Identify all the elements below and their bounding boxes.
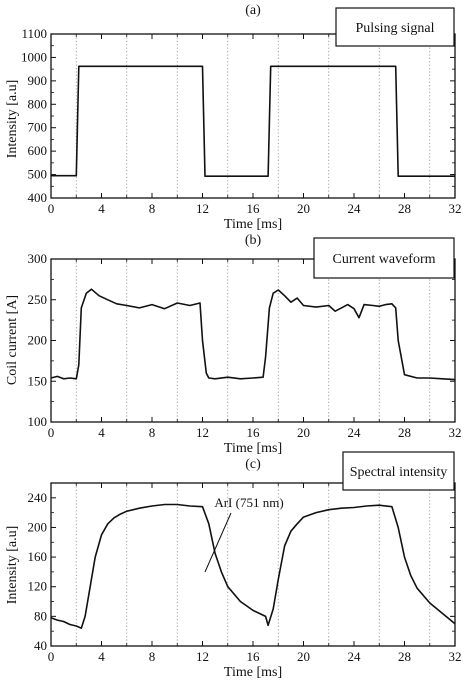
x-tick-label: 28 bbox=[398, 425, 411, 440]
x-tick-label: 32 bbox=[449, 201, 462, 216]
y-tick-label: 250 bbox=[28, 292, 48, 307]
legend-title: Current waveform bbox=[332, 252, 435, 267]
x-tick-label: 0 bbox=[48, 201, 55, 216]
y-tick-label: 100 bbox=[28, 414, 48, 429]
y-tick-label: 120 bbox=[28, 579, 48, 594]
legend-title: Pulsing signal bbox=[356, 21, 435, 36]
chart-panel-b: (b) 0 4 8 12 16 20 24 28 32 100 150 200 250 300 Time [m… bbox=[5, 233, 462, 456]
y-axis-label: Coil current [A] bbox=[5, 295, 20, 385]
x-tick-label: 20 bbox=[297, 649, 310, 664]
y-tick-label: 40 bbox=[34, 638, 47, 653]
x-tick-label: 32 bbox=[449, 649, 462, 664]
x-tick-label: 16 bbox=[247, 425, 261, 440]
plot-frame bbox=[50, 33, 456, 199]
y-tick-label: 160 bbox=[28, 549, 48, 564]
series-line bbox=[50, 288, 456, 381]
x-tick-label: 4 bbox=[98, 201, 105, 216]
y-tick-label: 1100 bbox=[21, 26, 47, 41]
y-tick-label: 700 bbox=[28, 120, 48, 135]
x-tick-label: 0 bbox=[48, 425, 55, 440]
y-tick-label: 400 bbox=[28, 190, 48, 205]
x-tick-label: 8 bbox=[149, 425, 156, 440]
x-tick-label: 24 bbox=[348, 649, 362, 664]
x-tick-label: 12 bbox=[196, 201, 209, 216]
panel-label: (c) bbox=[245, 457, 261, 472]
chart-panel-c: (c) 0 4 8 12 16 20 24 28 32 40 80 120 160 200 240 Time [… bbox=[5, 451, 462, 680]
y-tick-label: 600 bbox=[28, 143, 48, 158]
x-axis-label: Time [ms] bbox=[224, 665, 282, 680]
x-axis-label: Time [ms] bbox=[224, 441, 282, 456]
x-tick-label: 16 bbox=[247, 649, 261, 664]
legend-box bbox=[313, 237, 455, 279]
series-line bbox=[51, 65, 455, 177]
y-tick-label: 150 bbox=[28, 373, 48, 388]
x-tick-label: 8 bbox=[149, 649, 156, 664]
chart-panel-a: (a) 0 4 8 12 16 20 24 28 32 400 500 600 700 800 900 1000… bbox=[5, 3, 462, 232]
x-tick-label: 32 bbox=[449, 425, 462, 440]
legend-box bbox=[335, 7, 455, 47]
x-tick-label: 24 bbox=[348, 425, 362, 440]
x-tick-label: 24 bbox=[348, 201, 362, 216]
legend-title: Spectral intensity bbox=[350, 465, 448, 480]
y-tick-label: 800 bbox=[28, 96, 48, 111]
x-tick-label: 28 bbox=[398, 649, 411, 664]
y-tick-label: 80 bbox=[34, 608, 47, 623]
x-tick-label: 28 bbox=[398, 201, 411, 216]
y-tick-label: 200 bbox=[28, 519, 48, 534]
y-tick-label: 1000 bbox=[21, 49, 47, 64]
x-tick-label: 8 bbox=[149, 201, 156, 216]
plot-frame bbox=[50, 258, 456, 423]
panel-label: (b) bbox=[245, 233, 262, 248]
x-tick-label: 4 bbox=[98, 649, 105, 664]
x-tick-label: 4 bbox=[98, 425, 105, 440]
y-tick-label: 300 bbox=[28, 251, 48, 266]
y-axis-label: Intensity [a.u] bbox=[5, 526, 20, 605]
annotation-leader-line bbox=[204, 512, 232, 573]
series-line bbox=[50, 503, 456, 629]
x-tick-label: 12 bbox=[196, 649, 209, 664]
x-tick-label: 12 bbox=[196, 425, 209, 440]
panel-label: (a) bbox=[245, 3, 261, 18]
annotation-label: ArI (751 nm) bbox=[214, 495, 283, 510]
x-tick-label: 20 bbox=[297, 201, 310, 216]
x-tick-label: 16 bbox=[247, 201, 261, 216]
x-axis-label: Time [ms] bbox=[224, 217, 282, 232]
x-tick-label: 0 bbox=[48, 649, 55, 664]
x-tick-label: 20 bbox=[297, 425, 310, 440]
y-tick-label: 200 bbox=[28, 333, 48, 348]
legend-box bbox=[342, 451, 455, 491]
y-tick-label: 240 bbox=[28, 490, 48, 505]
y-axis-label: Intensity [a.u] bbox=[5, 80, 20, 159]
y-tick-label: 900 bbox=[28, 73, 48, 88]
y-tick-label: 500 bbox=[28, 167, 48, 182]
